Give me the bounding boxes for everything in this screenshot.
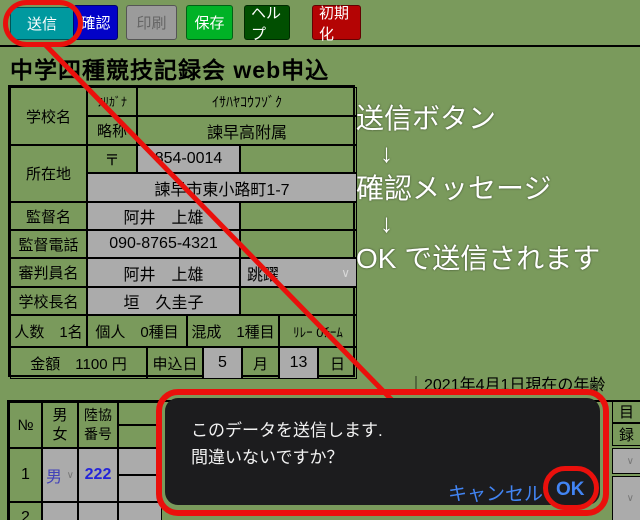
people-count: 人数 1名 xyxy=(10,315,87,347)
dialog-message-line2: 間違いないですか？ xyxy=(191,448,344,467)
chevron-down-icon: ∨ xyxy=(626,455,634,467)
chevron-down-icon: ∨ xyxy=(66,469,74,481)
confirm-dialog: このデータを送信します. 間違いないですか？ キャンセル OK xyxy=(165,398,600,505)
col4-header-top xyxy=(118,402,162,425)
right-col-cell-2[interactable]: ∨ xyxy=(612,476,640,520)
row1-no: 1 xyxy=(9,448,42,502)
toolbar-divider xyxy=(0,45,640,47)
down-arrow-icon: ↓ xyxy=(380,208,393,238)
cancel-button[interactable]: キャンセル xyxy=(448,484,544,505)
send-flow-annotation: 送信ボタン ↓ 確認メッセージ ↓ OK で送信されます xyxy=(356,101,600,276)
red-circle-send-annotation xyxy=(3,0,83,47)
phone-input[interactable]: 090-8765-4321 xyxy=(87,230,240,258)
day-unit: 日 xyxy=(318,347,357,379)
principal-spacer xyxy=(240,287,357,315)
director-spacer xyxy=(240,202,357,230)
init-button[interactable]: 初期化 xyxy=(312,5,361,43)
row1-col4-top[interactable] xyxy=(118,448,162,475)
right-col-header-bottom: 録 xyxy=(612,423,640,446)
address-label: 所在地 xyxy=(10,145,87,202)
month-unit: 月 xyxy=(242,347,279,379)
row1-col4-bottom[interactable] xyxy=(118,475,162,502)
col4-header-bottom xyxy=(118,425,162,448)
row2-no: 2 xyxy=(9,502,42,520)
row2-gender-select[interactable] xyxy=(42,502,78,520)
combined-count: 混成 1種目 xyxy=(187,315,279,347)
abbr-input[interactable]: 諫早高附属 xyxy=(137,116,357,145)
flow-step-3: OK で送信されます xyxy=(356,243,601,274)
col-assoc-header: 陸協 番号 xyxy=(78,402,118,448)
right-col-header-top: 目 xyxy=(612,400,640,423)
principal-input[interactable]: 垣 久圭子 xyxy=(87,287,240,315)
apply-month-input[interactable]: 5 xyxy=(203,347,242,379)
down-arrow-icon: ↓ xyxy=(380,138,393,168)
director-input[interactable]: 阿井 上雄 xyxy=(87,202,240,230)
ok-button[interactable]: OK xyxy=(556,479,585,500)
chevron-down-icon: ∨ xyxy=(341,265,350,280)
row1-gender-select[interactable]: 男 ∨ xyxy=(42,448,78,502)
judge-label: 審判員名 xyxy=(10,258,87,287)
phone-label: 監督電話 xyxy=(10,230,87,258)
row2-assoc-input[interactable] xyxy=(78,502,118,520)
judge-input[interactable]: 阿井 上雄 xyxy=(87,258,240,287)
row1-assoc-input[interactable]: 222 xyxy=(78,448,118,502)
row2-col4[interactable] xyxy=(118,502,162,520)
fee-amount: 金額 1100 円 xyxy=(10,347,147,379)
chevron-down-icon: ∨ xyxy=(626,493,634,504)
postal-mark: 〒 xyxy=(87,145,137,173)
street-input[interactable]: 諫早市東小路町1-7 xyxy=(87,173,357,202)
principal-label: 学校長名 xyxy=(10,287,87,315)
save-button[interactable]: 保存 xyxy=(186,5,233,40)
apply-date-label: 申込日 xyxy=(147,347,203,379)
row1-gender-value: 男 xyxy=(46,469,63,486)
print-button: 印刷 xyxy=(126,5,177,40)
apply-day-input[interactable]: 13 xyxy=(279,347,318,379)
dialog-message-line1: このデータを送信します. xyxy=(191,421,383,440)
col-gender-header: 男 女 xyxy=(42,402,78,448)
postal-spacer xyxy=(240,145,357,173)
individual-count: 個人 0種目 xyxy=(87,315,187,347)
flow-step-1: 送信ボタン xyxy=(356,103,497,134)
furigana-input[interactable]: ｲｻﾊﾔｺｳﾌｿﾞｸ xyxy=(137,87,357,116)
school-name-label: 学校名 xyxy=(10,87,87,145)
help-button[interactable]: ヘルプ xyxy=(244,5,290,43)
right-col-cell-1[interactable]: ∨ xyxy=(612,448,640,474)
flow-step-2: 確認メッセージ xyxy=(356,173,552,204)
school-info-table: 学校名 ﾌﾘｶﾞﾅ ｲｻﾊﾔｺｳﾌｿﾞｸ 略称 諫早高附属 所在地 〒 854-… xyxy=(8,85,357,379)
phone-spacer xyxy=(240,230,357,258)
director-label: 監督名 xyxy=(10,202,87,230)
dialog-message: このデータを送信します. 間違いないですか？ xyxy=(191,417,383,471)
col-no-header: № xyxy=(9,402,42,448)
age-note: ｜2021年4月1日現在の年齢 xyxy=(408,377,606,394)
